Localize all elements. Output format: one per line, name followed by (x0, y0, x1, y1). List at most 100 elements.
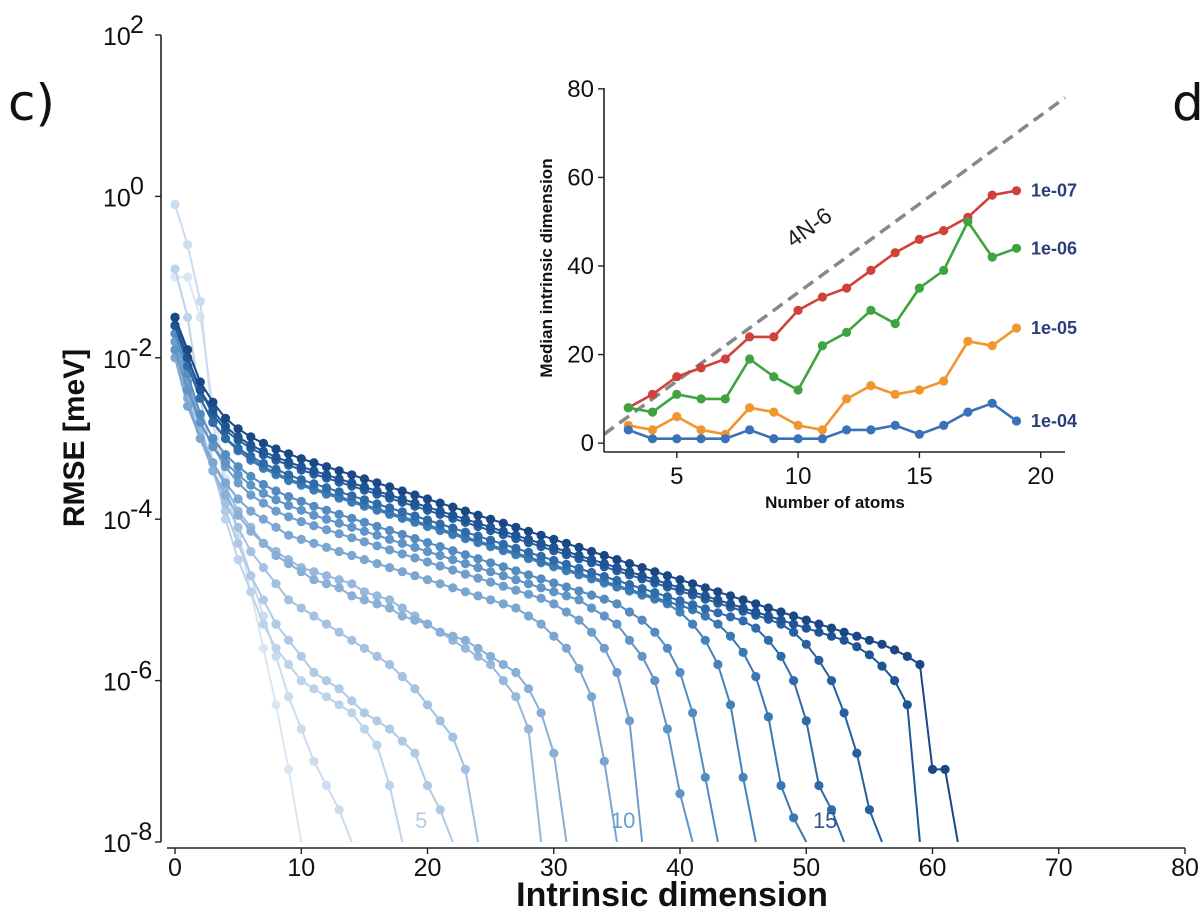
data-point (309, 611, 319, 621)
data-point (612, 563, 622, 573)
data-point (296, 651, 306, 662)
data-point (296, 454, 306, 464)
data-point (460, 527, 470, 537)
inset-y-tick-label: 0 (581, 430, 594, 457)
main-y-tick-exp: -4 (130, 495, 152, 523)
inset-x-tick-label: 5 (670, 463, 683, 490)
data-point (720, 434, 730, 444)
data-point (448, 583, 458, 593)
data-point (208, 466, 218, 476)
data-point (637, 615, 647, 625)
data-point (801, 615, 811, 625)
data-point (700, 591, 710, 601)
curve-label: 15 (813, 808, 837, 833)
inset-y-axis-label: Median intrinsic dimension (537, 158, 556, 377)
main-x-tick: 40 (666, 848, 694, 882)
data-point (347, 513, 357, 524)
data-point (561, 582, 572, 592)
data-point (612, 555, 622, 565)
data-point (486, 651, 496, 662)
data-point (498, 571, 508, 581)
data-point (334, 575, 344, 585)
data-point (713, 587, 723, 597)
data-point (359, 555, 369, 565)
data-point (422, 780, 433, 791)
data-point (359, 474, 369, 484)
data-point (725, 631, 736, 641)
data-point (769, 372, 779, 382)
inset-x-tick: 15 (906, 452, 933, 490)
data-point (334, 684, 344, 694)
data-point (866, 305, 876, 315)
data-point (498, 659, 508, 670)
data-point (486, 514, 496, 524)
data-point (385, 545, 395, 555)
data-point (814, 627, 824, 637)
data-point (561, 643, 572, 653)
data-point (397, 494, 407, 504)
data-point (763, 603, 774, 613)
data-point (486, 522, 496, 532)
data-point (385, 482, 395, 492)
data-point (271, 619, 281, 629)
data-point (233, 478, 243, 488)
data-point (574, 663, 584, 674)
data-point (258, 498, 268, 508)
data-point (725, 599, 736, 609)
data-point (675, 667, 685, 678)
data-point (385, 780, 395, 791)
data-point (397, 529, 407, 540)
data-point (486, 535, 496, 545)
data-point (372, 486, 382, 496)
data-point (826, 623, 837, 633)
data-point (422, 546, 433, 557)
data-point (334, 805, 344, 815)
main-y-tick-exp: 2 (130, 11, 144, 39)
data-point (498, 526, 508, 536)
main-series-9 (170, 345, 568, 843)
data-point (220, 421, 231, 431)
data-point (498, 539, 508, 549)
data-point (195, 377, 205, 387)
data-point (745, 425, 755, 435)
curve-label: 5 (415, 808, 427, 833)
data-point (672, 389, 682, 399)
data-point (397, 736, 407, 746)
data-point (523, 589, 534, 599)
main-x-tick-label: 50 (792, 854, 820, 882)
data-point (435, 506, 445, 516)
data-point (372, 651, 382, 662)
data-point (258, 438, 268, 448)
main-x-tick: 0 (168, 848, 182, 882)
data-point (536, 593, 546, 603)
main-series-10 (170, 353, 618, 843)
data-point (296, 603, 306, 613)
data-point (334, 466, 344, 476)
inset-y-tick: 0 (581, 430, 604, 457)
data-point (309, 756, 319, 766)
data-point (385, 525, 395, 536)
main-x-tick-label: 20 (414, 854, 442, 882)
data-point (372, 521, 382, 532)
data-point (385, 603, 395, 613)
data-point (284, 470, 294, 480)
data-point (460, 587, 470, 597)
inset-y-tick-label: 60 (567, 164, 594, 191)
data-point (321, 676, 332, 686)
data-point (220, 450, 231, 460)
data-point (647, 389, 658, 399)
data-point (321, 780, 332, 791)
data-point (776, 780, 786, 791)
panel-label-d: d (1172, 74, 1200, 132)
data-point (422, 494, 433, 504)
data-point (372, 499, 382, 509)
inset-x-tick-label: 15 (906, 463, 933, 490)
data-point (700, 772, 710, 783)
data-point (650, 676, 660, 686)
data-point (662, 579, 673, 589)
data-point (460, 506, 470, 516)
data-point (258, 619, 268, 629)
data-point (511, 585, 521, 595)
data-point (372, 541, 382, 551)
data-point (385, 503, 395, 513)
